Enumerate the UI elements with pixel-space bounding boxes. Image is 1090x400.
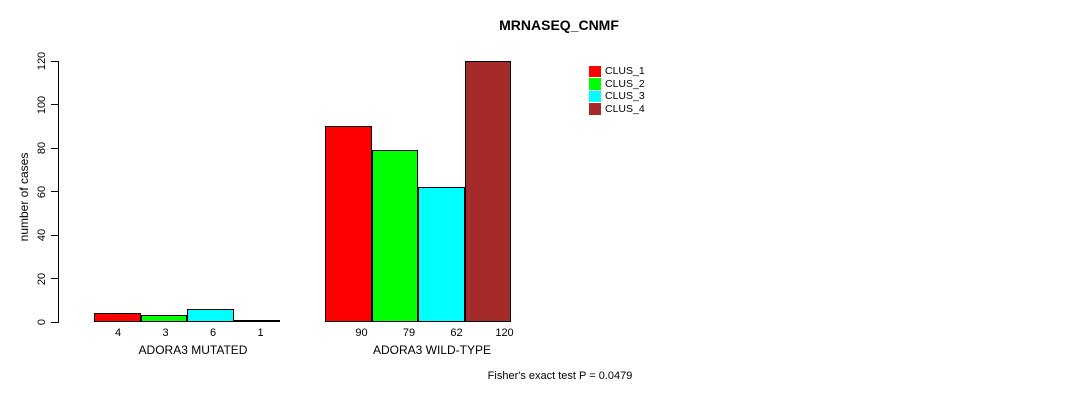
y-tick-mark	[51, 60, 58, 62]
y-tick-mark	[51, 321, 58, 323]
legend-label: CLUS_1	[605, 65, 645, 78]
y-tick-mark	[51, 147, 58, 149]
bar-value-label: 90	[355, 327, 368, 339]
legend-swatch-clus_2	[589, 78, 601, 90]
y-tick-mark	[51, 191, 58, 192]
bar-value-label: 62	[450, 327, 463, 339]
bar-clus_1-group1	[94, 313, 141, 322]
y-axis-line	[58, 61, 59, 323]
chart-title: MRNASEQ_CNMF	[499, 17, 619, 33]
y-tick-label: 20	[36, 272, 48, 285]
bar-clus_3-group1	[187, 308, 234, 322]
bar-value-label: 1	[257, 327, 264, 339]
legend: CLUS_1 CLUS_2 CLUS_3 CLUS_4	[589, 65, 645, 115]
y-tick-label: 100	[36, 95, 48, 114]
bar-clus_4-group1	[233, 319, 280, 322]
legend-swatch-clus_3	[589, 90, 601, 102]
legend-swatch-clus_1	[589, 65, 601, 77]
y-tick-label: 60	[36, 185, 48, 198]
y-tick-label: 80	[36, 141, 48, 155]
legend-label: CLUS_4	[605, 102, 645, 115]
legend-item: CLUS_1	[589, 65, 645, 78]
bar-value-label: 3	[162, 327, 169, 339]
y-axis-title: number of cases	[17, 152, 31, 242]
legend-swatch-clus_4	[589, 103, 601, 115]
y-tick-label: 0	[36, 318, 48, 326]
bar-value-label: 6	[209, 327, 217, 339]
y-tick-mark	[51, 104, 58, 105]
bar-clus_2-group1	[140, 315, 187, 322]
legend-item: CLUS_4	[589, 103, 645, 116]
y-tick-label: 40	[36, 228, 48, 242]
legend-label: CLUS_2	[605, 77, 645, 90]
bar-value-label: 79	[402, 327, 416, 339]
bar-clus_1-group2	[325, 126, 372, 322]
legend-item: CLUS_2	[589, 78, 645, 91]
bar-clus_4-group2	[464, 61, 511, 322]
bar-value-label: 4	[114, 327, 122, 339]
legend-item: CLUS_3	[589, 90, 645, 103]
bar-clus_2-group2	[371, 150, 418, 322]
x-category-label: ADORA3 WILD-TYPE	[372, 343, 492, 357]
y-tick-mark	[51, 234, 58, 236]
bar-value-label: 120	[495, 327, 514, 339]
y-tick-mark	[51, 278, 58, 279]
x-category-label: ADORA3 MUTATED	[138, 343, 248, 357]
stat-annotation: Fisher's exact test P = 0.0479	[487, 370, 633, 382]
y-tick-label: 120	[36, 51, 48, 71]
bar-clus_3-group2	[418, 187, 465, 322]
legend-label: CLUS_3	[605, 90, 645, 103]
